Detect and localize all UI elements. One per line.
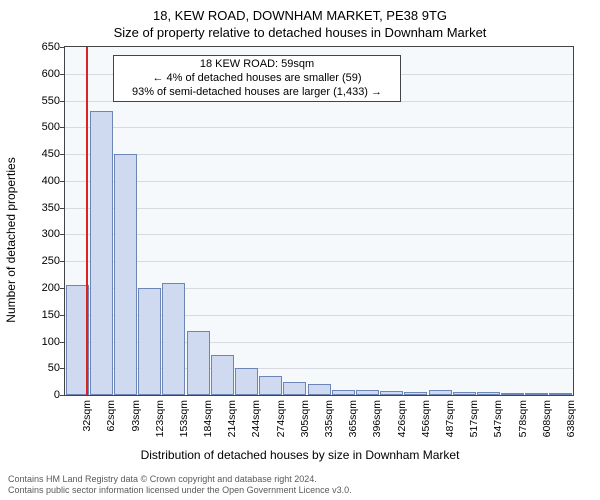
x-tick-label: 456sqm [420, 400, 432, 444]
x-tick-label: 638sqm [565, 400, 577, 444]
bar [356, 390, 379, 395]
gridline [65, 261, 573, 262]
y-tick-label: 350 [26, 202, 60, 214]
x-tick-label: 426sqm [396, 400, 408, 444]
chart-title-line2: Size of property relative to detached ho… [0, 25, 600, 40]
bar [211, 355, 234, 395]
footer-attribution: Contains HM Land Registry data © Crown c… [8, 474, 592, 496]
bar [453, 392, 476, 395]
bar [380, 391, 403, 395]
y-tick-label: 50 [26, 362, 60, 374]
y-tick-label: 100 [26, 336, 60, 348]
gridline [65, 154, 573, 155]
bar [549, 393, 572, 395]
bar [66, 285, 89, 395]
footer-line2: Contains public sector information licen… [8, 485, 592, 496]
y-tick-label: 200 [26, 282, 60, 294]
x-tick-label: 608sqm [541, 400, 553, 444]
bar [404, 392, 427, 395]
x-tick-label: 93sqm [130, 400, 142, 444]
x-tick-label: 214sqm [226, 400, 238, 444]
y-tick-label: 550 [26, 95, 60, 107]
annotation-box: 18 KEW ROAD: 59sqm ← 4% of detached hous… [113, 55, 401, 102]
annotation-line3: 93% of semi-detached houses are larger (… [118, 86, 396, 100]
y-tick-label: 450 [26, 148, 60, 160]
annotation-line2: ← 4% of detached houses are smaller (59) [118, 72, 396, 86]
x-axis-title: Distribution of detached houses by size … [0, 448, 600, 462]
x-tick-label: 153sqm [178, 400, 190, 444]
gridline [65, 208, 573, 209]
gridline [65, 127, 573, 128]
bar [114, 154, 137, 395]
x-tick-label: 517sqm [468, 400, 480, 444]
x-tick-label: 547sqm [492, 400, 504, 444]
y-tick-label: 400 [26, 175, 60, 187]
x-tick-label: 396sqm [371, 400, 383, 444]
x-tick-label: 487sqm [444, 400, 456, 444]
y-tick-label: 500 [26, 121, 60, 133]
x-tick-label: 62sqm [105, 400, 117, 444]
chart-title-line1: 18, KEW ROAD, DOWNHAM MARKET, PE38 9TG [0, 8, 600, 23]
bar [501, 393, 524, 395]
x-tick-label: 305sqm [299, 400, 311, 444]
bar [525, 393, 548, 395]
y-tick-label: 0 [26, 389, 60, 401]
plot-area: 18 KEW ROAD: 59sqm ← 4% of detached hous… [64, 46, 574, 396]
bar [308, 384, 331, 395]
bar [259, 376, 282, 395]
x-tick-label: 184sqm [202, 400, 214, 444]
y-tick-label: 650 [26, 41, 60, 53]
y-tick-label: 600 [26, 68, 60, 80]
bar [162, 283, 185, 395]
gridline [65, 181, 573, 182]
bar [429, 390, 452, 395]
y-tick-label: 150 [26, 309, 60, 321]
chart-container: 18, KEW ROAD, DOWNHAM MARKET, PE38 9TG S… [0, 0, 600, 500]
bar [90, 111, 113, 395]
gridline [65, 234, 573, 235]
bar [235, 368, 258, 395]
x-tick-label: 123sqm [154, 400, 166, 444]
bar [187, 331, 210, 395]
x-tick-label: 335sqm [323, 400, 335, 444]
x-tick-label: 578sqm [517, 400, 529, 444]
y-axis-label: Number of detached properties [4, 75, 18, 240]
y-tick-label: 250 [26, 255, 60, 267]
footer-line1: Contains HM Land Registry data © Crown c… [8, 474, 592, 485]
x-tick-label: 274sqm [275, 400, 287, 444]
x-tick-label: 365sqm [347, 400, 359, 444]
marker-line [86, 47, 88, 395]
bar [332, 390, 355, 395]
y-tick-label: 300 [26, 228, 60, 240]
bar [477, 392, 500, 395]
x-tick-label: 32sqm [81, 400, 93, 444]
bar [283, 382, 306, 395]
annotation-line1: 18 KEW ROAD: 59sqm [118, 58, 396, 72]
x-tick-label: 244sqm [250, 400, 262, 444]
bar [138, 288, 161, 395]
